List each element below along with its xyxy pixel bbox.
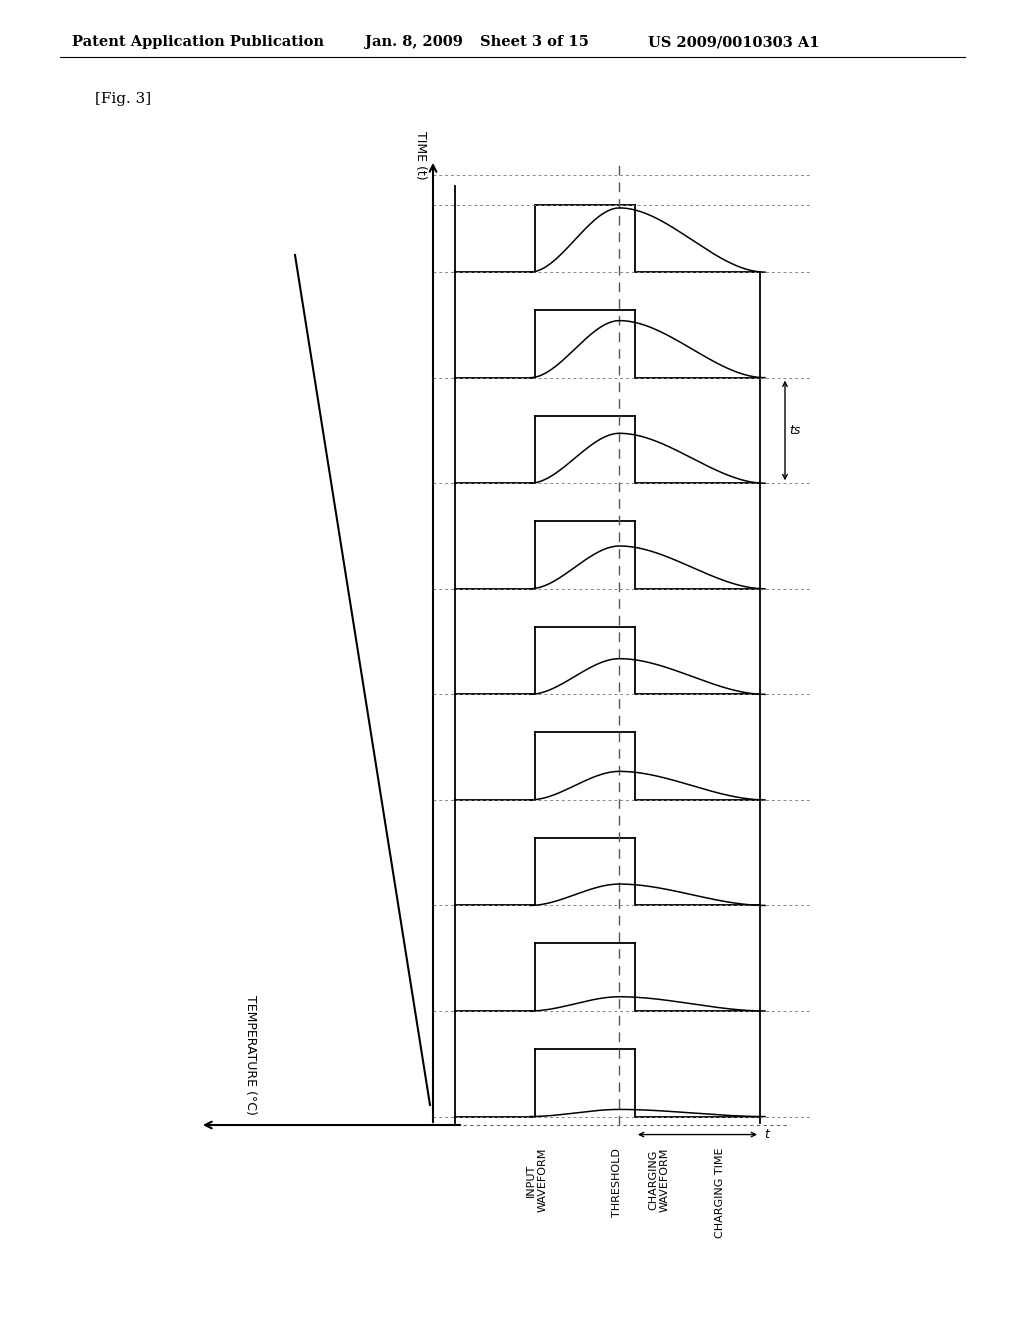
- Text: CHARGING TIME: CHARGING TIME: [715, 1148, 725, 1238]
- Text: Sheet 3 of 15: Sheet 3 of 15: [480, 36, 589, 49]
- Text: t: t: [764, 1129, 769, 1140]
- Text: INPUT
WAVEFORM: INPUT WAVEFORM: [526, 1148, 548, 1212]
- Text: [Fig. 3]: [Fig. 3]: [95, 92, 152, 106]
- Text: TEMPERATURE (°C): TEMPERATURE (°C): [244, 995, 256, 1115]
- Text: CHARGING
WAVEFORM: CHARGING WAVEFORM: [648, 1148, 670, 1212]
- Text: ts: ts: [790, 424, 801, 437]
- Text: Patent Application Publication: Patent Application Publication: [72, 36, 324, 49]
- Text: TIME (t): TIME (t): [415, 132, 427, 180]
- Text: Jan. 8, 2009: Jan. 8, 2009: [365, 36, 463, 49]
- Text: US 2009/0010303 A1: US 2009/0010303 A1: [648, 36, 819, 49]
- Text: THRESHOLD: THRESHOLD: [612, 1148, 622, 1217]
